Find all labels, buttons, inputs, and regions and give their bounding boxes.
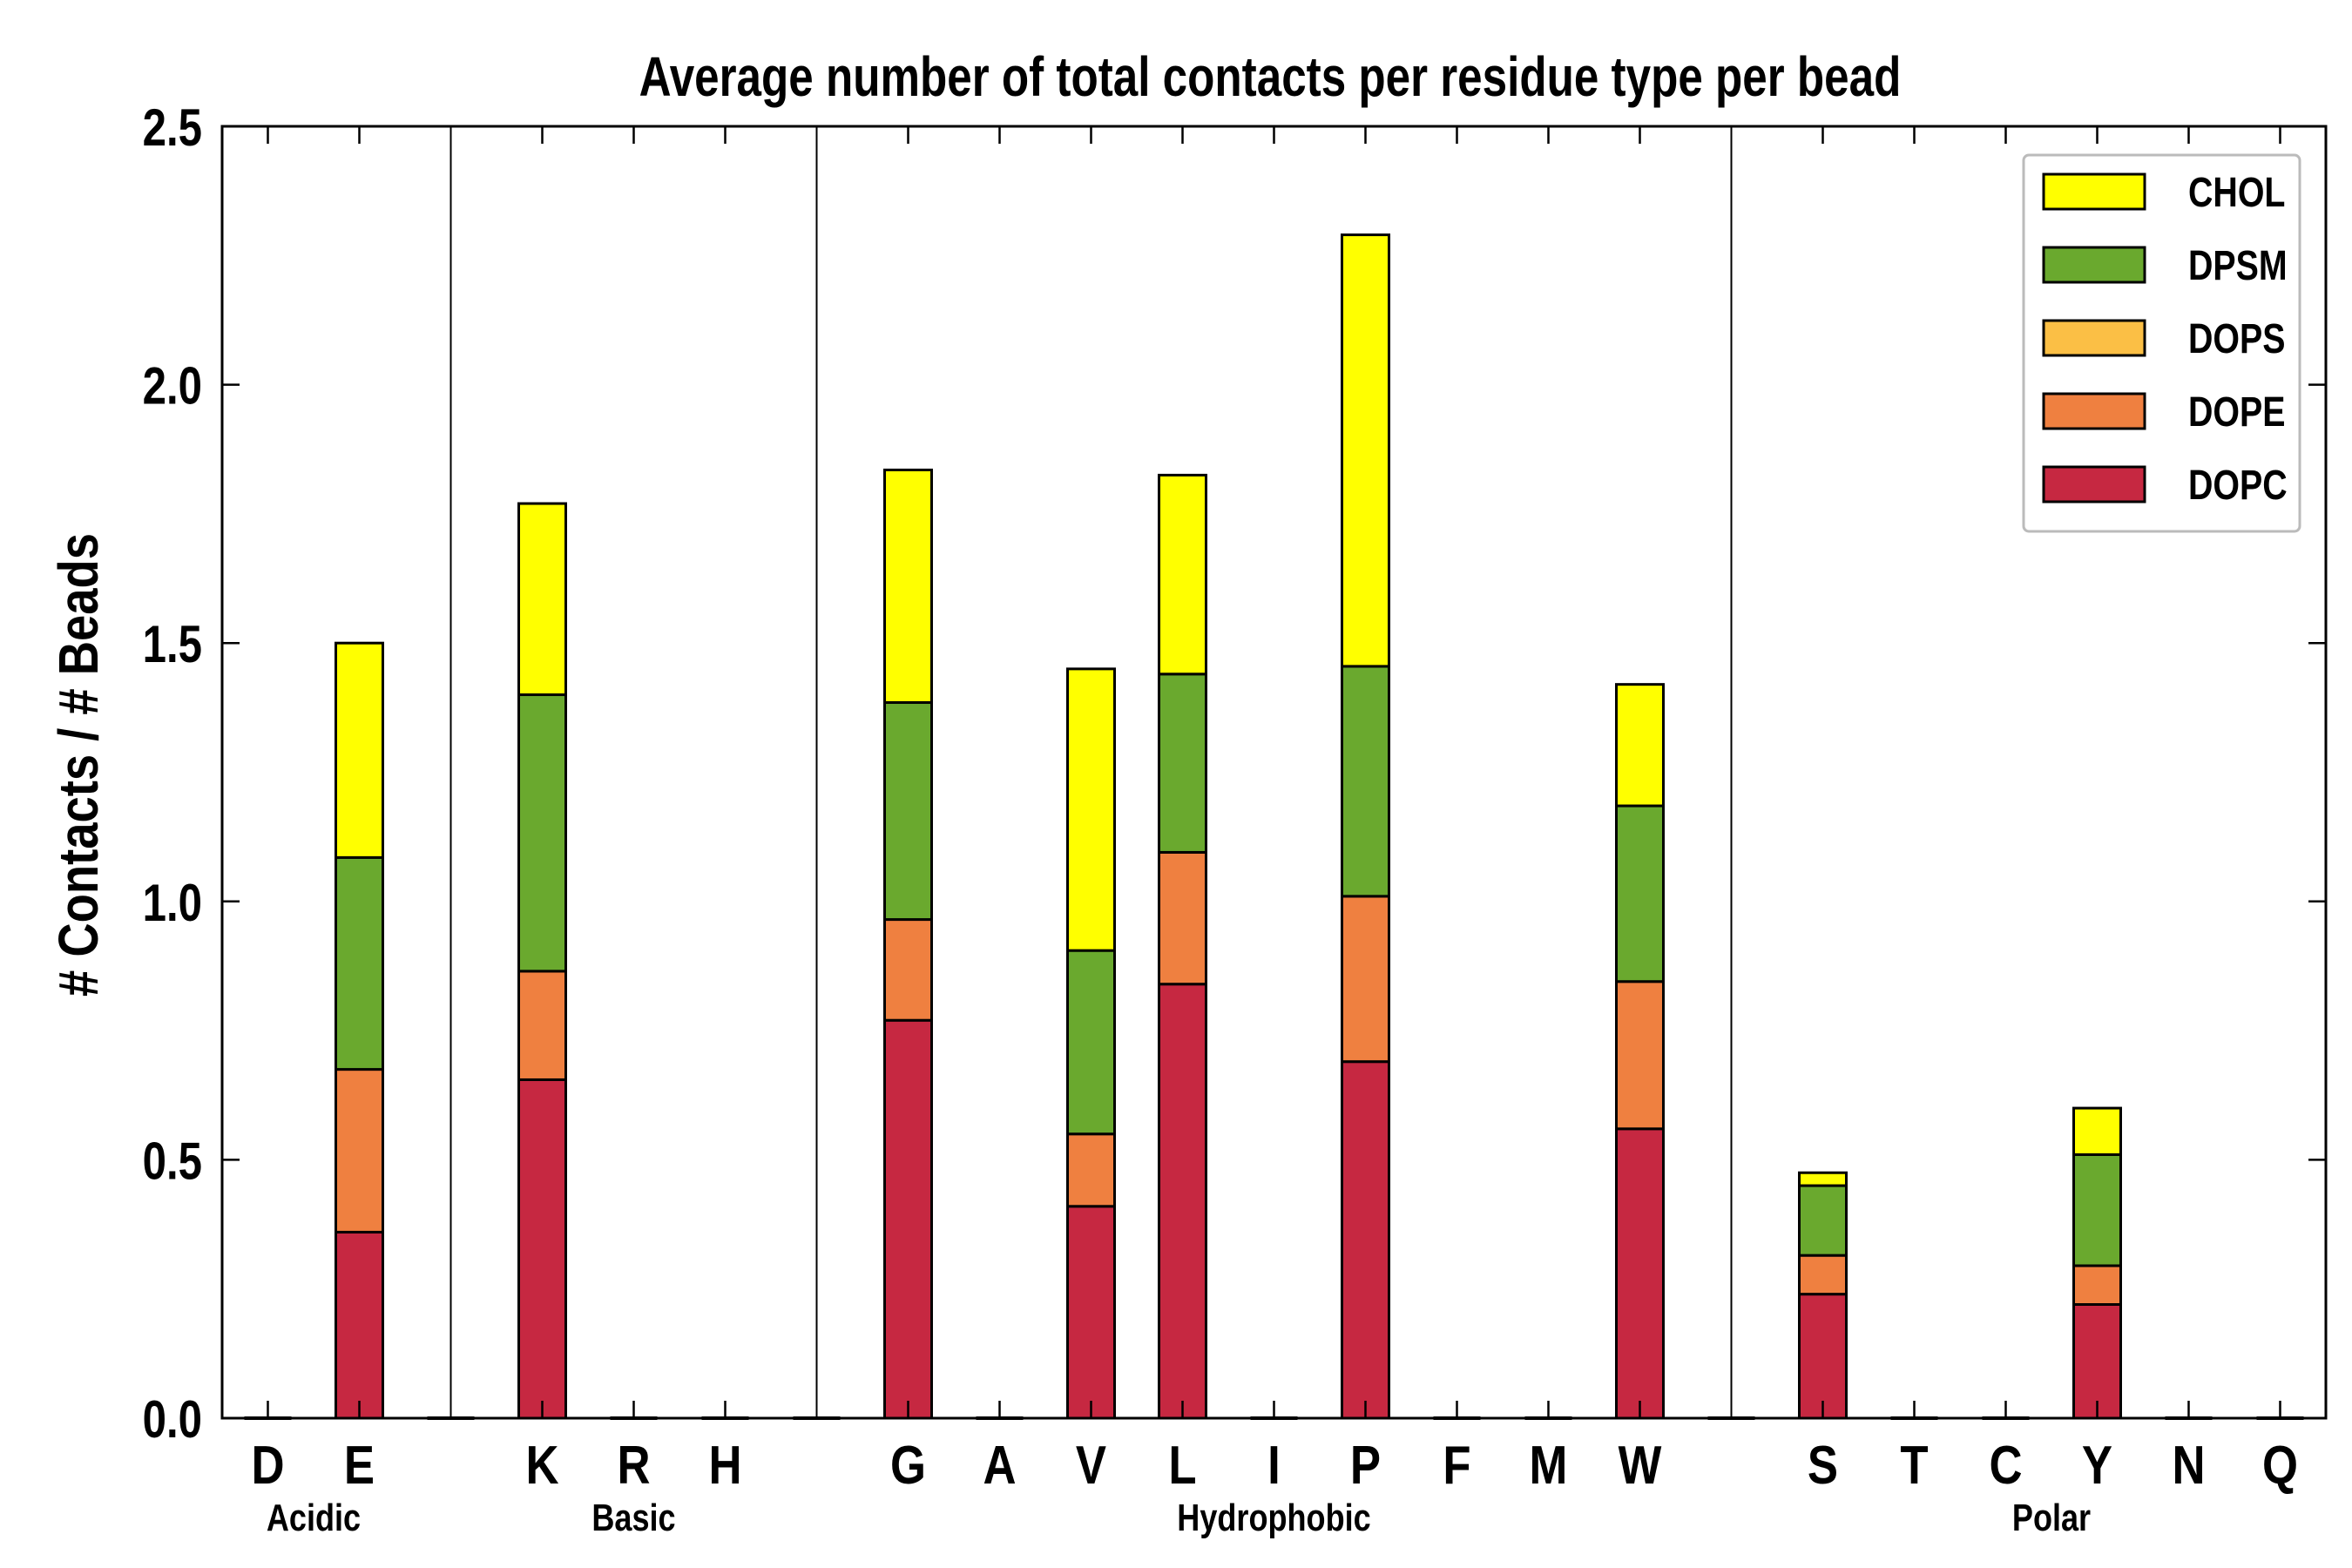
bar-E-dpsm: [335, 855, 384, 1071]
legend-swatch-dops: [2042, 319, 2146, 357]
bar-L-chol: [1158, 473, 1207, 676]
bar-W-dope: [1615, 980, 1665, 1131]
bar-S-chol: [1798, 1171, 1848, 1187]
bar-V-chol: [1066, 667, 1116, 952]
legend-swatch-chol: [2042, 172, 2146, 211]
x-tick-label: K: [525, 1436, 558, 1496]
y-tick-label: 1.5: [143, 615, 202, 674]
x-tick-label: N: [2172, 1436, 2205, 1496]
bar-L-dopc: [1158, 983, 1207, 1420]
x-tick-label: S: [1808, 1436, 1838, 1496]
x-tick-label: C: [1989, 1436, 2022, 1496]
x-tick-label: D: [251, 1436, 284, 1496]
group-label: Basic: [591, 1497, 675, 1539]
x-tick-label: W: [1619, 1436, 1662, 1496]
x-tick-label: P: [1350, 1436, 1381, 1496]
y-tick-label: 0.5: [143, 1132, 202, 1191]
bar-G-dpsm: [883, 700, 933, 922]
bar-K-dopc: [517, 1078, 567, 1420]
bar-W-dpsm: [1615, 804, 1665, 983]
bar-G-chol: [883, 468, 933, 704]
bar-Y-dpsm: [2072, 1152, 2122, 1267]
bar-V-dopc: [1066, 1205, 1116, 1420]
bar-V-dope: [1066, 1132, 1116, 1208]
group-label: Acidic: [267, 1497, 361, 1539]
legend-swatch-dope: [2042, 392, 2146, 430]
legend-swatch-dpsm: [2042, 246, 2146, 284]
group-label: Hydrophobic: [1177, 1497, 1370, 1539]
legend-label-dopc: DOPC: [2188, 462, 2288, 509]
x-tick-label: I: [1267, 1436, 1281, 1496]
bar-E-dopc: [335, 1230, 384, 1420]
x-tick-label: L: [1168, 1436, 1196, 1496]
x-tick-label: Q: [2262, 1436, 2298, 1496]
legend-label-dops: DOPS: [2188, 315, 2286, 362]
x-tick-label: T: [1900, 1436, 1928, 1496]
bar-K-dpsm: [517, 693, 567, 973]
y-axis-label: # Contacts / # Beads: [47, 533, 110, 997]
x-tick-label: E: [344, 1436, 375, 1496]
bar-W-chol: [1615, 683, 1665, 808]
bar-L-dpsm: [1158, 672, 1207, 854]
x-tick-label: G: [890, 1436, 926, 1496]
bar-P-dopc: [1341, 1060, 1390, 1420]
x-tick-label: F: [1443, 1436, 1470, 1496]
y-tick-label: 2.0: [143, 356, 202, 416]
bar-P-dpsm: [1341, 665, 1390, 898]
bar-S-dopc: [1798, 1293, 1848, 1420]
bar-S-dpsm: [1798, 1184, 1848, 1257]
legend-label-dope: DOPE: [2188, 389, 2286, 436]
x-tick-label: Y: [2082, 1436, 2112, 1496]
bar-S-dope: [1798, 1254, 1848, 1296]
bar-W-dopc: [1615, 1127, 1665, 1420]
bar-G-dope: [883, 918, 933, 1022]
chart-title: Average number of total contacts per res…: [639, 47, 1902, 109]
bar-K-chol: [517, 502, 567, 697]
bar-P-chol: [1341, 233, 1390, 668]
bar-P-dope: [1341, 895, 1390, 1064]
y-tick-label: 2.5: [143, 98, 202, 157]
bar-L-dope: [1158, 850, 1207, 986]
y-tick-label: 1.0: [143, 873, 202, 932]
x-tick-label: A: [983, 1436, 1016, 1496]
plot-area: 0.0 0.5 1.0 1.5 2.0 2.5 D E K R H G A V L I P F M W S T C Y N Q Ac…: [143, 98, 2328, 1539]
x-tick-label: M: [1530, 1436, 1568, 1496]
x-tick-label: H: [708, 1436, 741, 1496]
bar-Y-chol: [2072, 1106, 2122, 1156]
bar-V-dpsm: [1066, 949, 1116, 1136]
legend-label-chol: CHOL: [2188, 169, 2285, 216]
x-tick-label: V: [1076, 1436, 1106, 1496]
bar-Y-dopc: [2072, 1302, 2122, 1420]
legend-label-dpsm: DPSM: [2188, 242, 2288, 289]
bar-E-dope: [335, 1068, 384, 1233]
group-label: Polar: [2012, 1497, 2092, 1539]
bar-Y-dope: [2072, 1264, 2122, 1306]
bar-E-chol: [335, 641, 384, 859]
legend-swatch-dopc: [2042, 465, 2146, 504]
x-tick-label: R: [617, 1436, 650, 1496]
bar-G-dopc: [883, 1018, 933, 1420]
bar-K-dope: [517, 970, 567, 1081]
y-tick-label: 0.0: [143, 1389, 202, 1449]
